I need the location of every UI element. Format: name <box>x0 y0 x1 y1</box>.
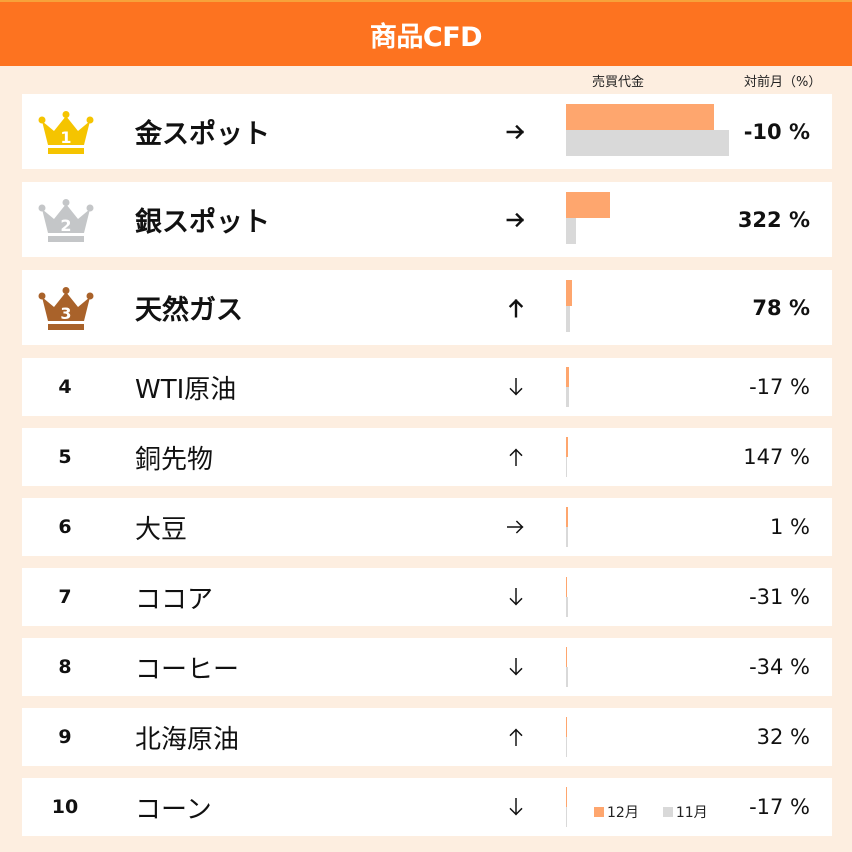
ranking-row[interactable]: 8 コーヒー -34 % <box>22 638 832 696</box>
bar-previous-month <box>566 597 568 617</box>
bar-current-month <box>566 437 568 457</box>
page-title: 商品CFD <box>369 21 483 53</box>
page-header: 商品CFD <box>0 0 852 66</box>
commodity-name: 北海原油 <box>135 724 240 755</box>
mom-percent: 147 % <box>743 445 810 469</box>
commodity-name: 金スポット <box>135 119 270 150</box>
mom-percent: -17 % <box>749 375 810 399</box>
legend-swatch-current <box>594 807 604 817</box>
bar-previous-month <box>566 306 570 332</box>
volume-bars <box>566 94 746 169</box>
bar-current-month <box>566 104 714 130</box>
arrow-down-icon <box>504 358 528 416</box>
bar-previous-month <box>566 737 567 757</box>
bar-previous-month <box>566 527 568 547</box>
arrow-right-icon <box>504 182 528 257</box>
bar-previous-month <box>566 218 576 244</box>
volume-bars <box>566 428 746 486</box>
commodity-name: ココア <box>135 584 214 615</box>
legend-item-current: 12月 <box>594 802 639 822</box>
legend-label-previous: 11月 <box>675 805 708 821</box>
rank-number: 7 <box>58 586 72 608</box>
svg-text:3: 3 <box>60 304 71 323</box>
bar-previous-month <box>566 387 569 407</box>
bar-current-month <box>566 787 567 807</box>
volume-bars <box>566 182 746 257</box>
volume-bars <box>566 638 746 696</box>
volume-bars <box>566 708 746 766</box>
commodity-name: WTI原油 <box>135 374 237 405</box>
bar-previous-month <box>566 667 568 687</box>
commodity-name: 天然ガス <box>135 295 243 326</box>
bar-previous-month <box>566 807 568 827</box>
mom-percent: 322 % <box>737 207 810 232</box>
commodity-name: 銀スポット <box>135 207 270 238</box>
mom-percent: -34 % <box>749 655 810 679</box>
mom-percent: -10 % <box>743 119 810 144</box>
arrow-right-icon <box>504 498 528 556</box>
legend-swatch-previous <box>662 807 673 817</box>
rank-number: 8 <box>58 656 72 678</box>
bar-previous-month <box>566 130 729 156</box>
ranking-row[interactable]: 6 大豆 1 % <box>22 498 832 556</box>
rank-number: 10 <box>51 796 79 818</box>
mom-percent: -31 % <box>749 585 810 609</box>
volume-bars <box>566 498 746 556</box>
arrow-down-icon <box>504 778 528 836</box>
mom-percent: 78 % <box>752 295 810 320</box>
legend-item-previous: 11月 <box>662 802 708 822</box>
bronze-crown-icon: 3 <box>38 287 94 331</box>
bar-current-month <box>566 647 568 667</box>
legend-label-current: 12月 <box>607 805 639 821</box>
commodity-name: 銅先物 <box>135 444 214 475</box>
volume-bars <box>566 270 746 345</box>
svg-text:2: 2 <box>60 216 71 235</box>
commodity-name: 大豆 <box>135 514 188 545</box>
arrow-up-icon <box>504 708 528 766</box>
bar-current-month <box>566 507 568 527</box>
ranking-row[interactable]: 4 WTI原油 -17 % <box>22 358 832 416</box>
bar-previous-month <box>566 457 567 477</box>
arrow-up-icon <box>504 270 528 345</box>
column-header-volume: 売買代金 <box>592 75 645 90</box>
rank-number: 5 <box>58 446 72 468</box>
chart-legend: 12月 11月 <box>594 802 732 822</box>
arrow-down-icon <box>504 638 528 696</box>
column-header-mom: 対前月（%） <box>744 75 822 90</box>
ranking-row[interactable]: 10 コーン 12月 11月 <box>22 778 832 836</box>
ranking-row[interactable]: 7 ココア -31 % <box>22 568 832 626</box>
rank-number: 9 <box>58 726 72 748</box>
volume-bars <box>566 568 746 626</box>
gold-crown-icon: 1 <box>38 111 94 155</box>
ranking-row[interactable]: 5 銅先物 147 % <box>22 428 832 486</box>
mom-percent: 32 % <box>756 725 810 749</box>
silver-crown-icon: 2 <box>38 199 94 243</box>
rank-number: 6 <box>58 516 72 538</box>
bar-current-month <box>566 192 610 218</box>
bar-current-month <box>566 280 572 306</box>
commodity-name: コーヒー <box>135 654 240 685</box>
bar-current-month <box>566 367 569 387</box>
arrow-down-icon <box>504 568 528 626</box>
ranking-row[interactable]: 9 北海原油 32 % <box>22 708 832 766</box>
mom-percent: 1 % <box>770 515 810 539</box>
ranking-row[interactable]: 1 金スポット -10 % <box>22 94 832 169</box>
ranking-row[interactable]: 2 銀スポット 322 % <box>22 182 832 257</box>
rank-number: 4 <box>58 376 72 398</box>
commodity-name: コーン <box>135 794 212 825</box>
svg-text:1: 1 <box>60 128 71 147</box>
ranking-row[interactable]: 3 天然ガス 78 % <box>22 270 832 345</box>
bar-current-month <box>566 717 568 737</box>
arrow-right-icon <box>504 94 528 169</box>
volume-bars <box>566 778 746 836</box>
mom-percent: -17 % <box>749 795 810 819</box>
volume-bars <box>566 358 746 416</box>
bar-current-month <box>566 577 568 597</box>
arrow-up-icon <box>504 428 528 486</box>
